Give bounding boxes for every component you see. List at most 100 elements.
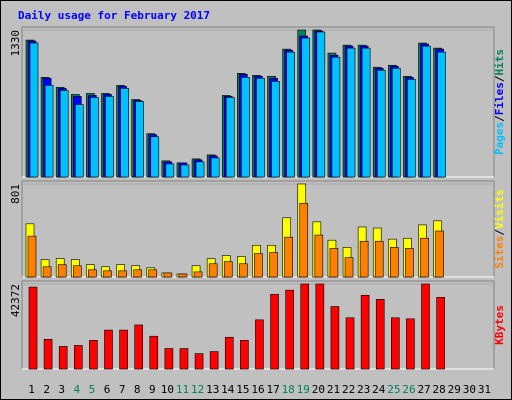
bar: [164, 348, 174, 370]
x-tick-label: 27: [417, 383, 430, 396]
y-tick-label: 1330: [9, 30, 22, 57]
x-tick-label: 21: [327, 383, 340, 396]
legend: Pages/Files/Hits: [493, 49, 506, 155]
legend-entry: Visits: [493, 189, 506, 229]
bar: [359, 240, 369, 278]
y-tick-label: 42372: [9, 284, 22, 317]
bar: [301, 37, 311, 178]
bar: [57, 264, 67, 278]
bar: [148, 269, 158, 278]
bar: [195, 161, 205, 178]
bar: [223, 261, 233, 278]
bar: [44, 85, 54, 178]
x-tick-label: 14: [221, 383, 235, 396]
x-tick-label: 23: [357, 383, 370, 396]
bar: [392, 67, 401, 178]
bar: [118, 270, 127, 278]
bar: [300, 283, 310, 370]
bar: [406, 318, 415, 370]
bar: [299, 203, 309, 278]
bar: [149, 335, 159, 370]
bar: [286, 51, 295, 178]
bar: [105, 96, 114, 178]
legend-entry: Files: [493, 82, 506, 115]
bar: [59, 90, 69, 178]
bar: [435, 230, 444, 278]
x-tick-label: 10: [161, 383, 174, 396]
x-tick-label: 24: [372, 383, 386, 396]
chart-title: Daily usage for February 2017: [18, 9, 210, 22]
x-tick-label: 1: [28, 383, 35, 396]
x-tick-label: 5: [89, 383, 96, 396]
bar: [346, 47, 356, 178]
bar: [179, 348, 189, 370]
bar: [74, 104, 84, 178]
bar: [316, 31, 326, 178]
bar: [73, 345, 83, 370]
legend-separator: /: [493, 229, 506, 236]
bar: [329, 248, 339, 278]
bar: [420, 237, 429, 278]
bar: [90, 97, 99, 178]
legend: KBytes: [493, 305, 506, 345]
bar: [241, 77, 250, 178]
legend-entry: Sites: [493, 236, 506, 269]
bar: [270, 293, 279, 370]
bar: [42, 266, 52, 278]
bar: [208, 263, 218, 278]
bar: [224, 336, 234, 370]
bar: [133, 269, 142, 278]
bar: [134, 324, 143, 370]
bar: [150, 136, 160, 178]
legend-separator: /: [493, 75, 506, 82]
bar: [361, 47, 371, 178]
bar: [72, 265, 82, 278]
x-tick-label: 9: [149, 383, 156, 396]
bar: [43, 338, 53, 370]
x-tick-label: 19: [297, 383, 310, 396]
bar: [374, 240, 384, 278]
bar: [103, 270, 112, 278]
bar: [178, 273, 188, 278]
bar: [421, 283, 430, 370]
bar: [255, 319, 264, 370]
bar: [104, 329, 113, 370]
bar: [269, 252, 278, 278]
legend: Sites/Visits: [493, 189, 506, 269]
bar: [314, 234, 324, 278]
bar: [391, 317, 400, 370]
legend-entry: Hits: [493, 49, 506, 76]
bar: [89, 340, 98, 370]
bar: [29, 42, 39, 178]
x-tick-label: 26: [402, 383, 415, 396]
bar: [120, 88, 129, 178]
bar: [193, 271, 203, 278]
bar: [407, 78, 416, 178]
legend-entry: KBytes: [493, 305, 506, 345]
x-tick-label: 29: [448, 383, 461, 396]
bar: [165, 163, 175, 178]
x-tick-label: 30: [463, 383, 476, 396]
bar: [330, 306, 340, 370]
bar: [27, 235, 37, 278]
x-tick-label: 4: [74, 383, 81, 396]
bar: [254, 253, 263, 278]
bar: [344, 257, 354, 278]
bar: [180, 164, 190, 178]
bar: [58, 346, 68, 370]
x-tick-label: 2: [43, 383, 50, 396]
legend-separator: /: [493, 115, 506, 122]
x-tick-label: 15: [236, 383, 249, 396]
y-tick-label: 801: [9, 184, 22, 204]
bar: [437, 51, 446, 178]
bar: [345, 317, 355, 370]
x-tick-label: 6: [104, 383, 111, 396]
x-tick-label: 7: [119, 383, 126, 396]
bar: [194, 353, 204, 370]
legend-entry: Pages: [493, 122, 506, 155]
bar: [135, 101, 144, 178]
x-tick-label: 12: [191, 383, 204, 396]
x-tick-label: 18: [282, 383, 295, 396]
bar: [119, 329, 128, 370]
